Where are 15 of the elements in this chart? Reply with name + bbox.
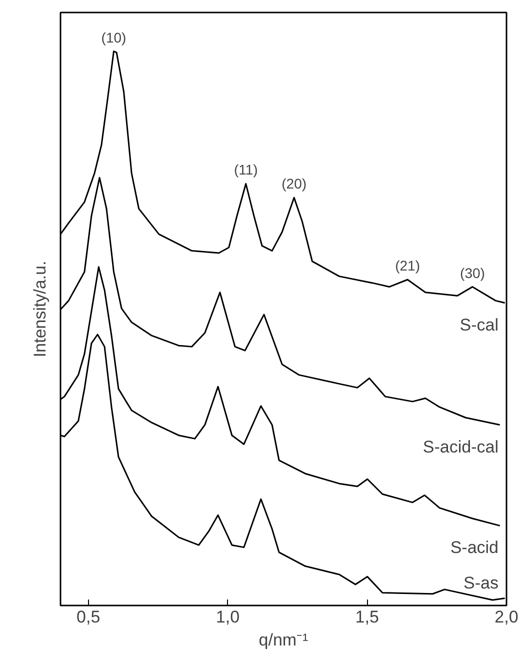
series-label: S-acid-cal: [422, 437, 499, 456]
annotation: (20): [282, 176, 307, 192]
x-tick-label: 2,0: [494, 608, 518, 626]
x-tick-label: 0,5: [76, 608, 100, 626]
series-label: S-cal: [460, 315, 499, 334]
annotation: (11): [234, 162, 258, 178]
annotation: (10): [101, 29, 126, 46]
y-axis-title: Intensity/a.u.: [30, 260, 50, 358]
annotation: (30): [460, 264, 485, 281]
x-tick-label: 1,0: [216, 608, 240, 626]
series-label: S-as: [464, 573, 499, 592]
series-label: S-acid: [450, 538, 498, 558]
x-tick-label: 1,5: [355, 608, 379, 626]
x-axis-title: q/nm⁻¹: [258, 630, 309, 650]
annotation: (21): [395, 258, 420, 274]
